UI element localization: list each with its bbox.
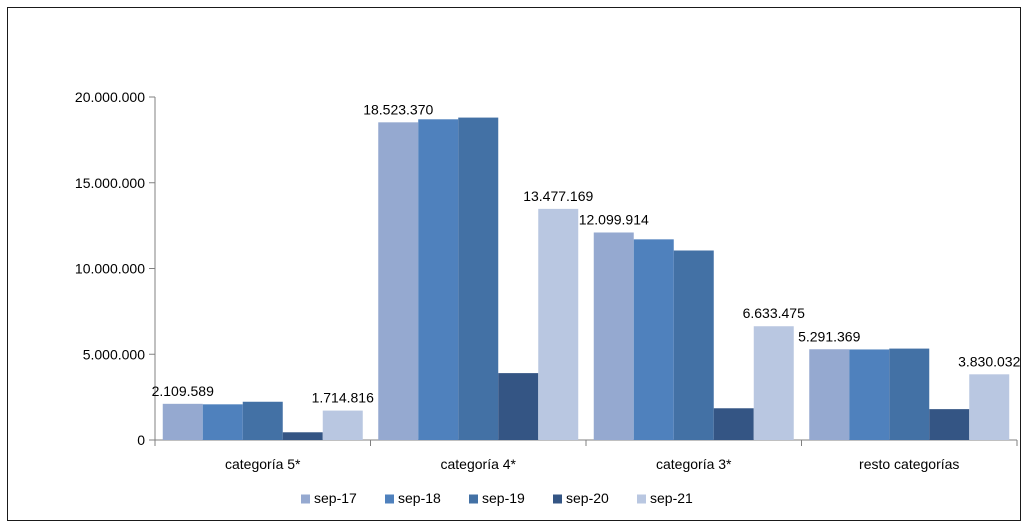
- y-tick-label: 15.000.000: [75, 175, 145, 191]
- bar: [538, 208, 579, 440]
- bar: [202, 404, 243, 440]
- x-tick-label: categoría 4*: [441, 456, 517, 472]
- bar: [889, 348, 930, 440]
- bar: [458, 117, 499, 440]
- data-label: 2.109.589: [152, 383, 214, 399]
- data-label: 1.714.816: [312, 390, 374, 406]
- bar: [753, 326, 794, 440]
- bar: [322, 410, 363, 440]
- bar: [593, 232, 634, 440]
- data-label: 13.477.169: [523, 188, 593, 204]
- bar: [242, 401, 283, 440]
- bar: [498, 373, 539, 440]
- legend-label: sep-20: [566, 490, 609, 506]
- bar: [929, 409, 970, 440]
- x-tick-label: categoría 5*: [225, 456, 301, 472]
- legend-label: sep-21: [650, 490, 693, 506]
- data-label: 12.099.914: [579, 211, 649, 227]
- data-label: 5.291.369: [798, 328, 860, 344]
- legend-swatch: [385, 494, 394, 504]
- legend-label: sep-18: [398, 490, 441, 506]
- legend-swatch: [469, 494, 478, 504]
- legend-label: sep-19: [482, 490, 525, 506]
- y-tick-label: 0: [137, 432, 145, 448]
- bar: [633, 239, 674, 440]
- bar: [162, 403, 203, 440]
- legend-swatch: [637, 494, 646, 504]
- y-tick-label: 5.000.000: [83, 346, 145, 362]
- data-label: 6.633.475: [743, 305, 805, 321]
- y-tick-label: 10.000.000: [75, 261, 145, 277]
- bar: [673, 250, 714, 440]
- bar: [418, 119, 459, 441]
- x-tick-label: categoría 3*: [656, 456, 732, 472]
- bar: [713, 408, 754, 440]
- x-tick-label: resto categorías: [859, 456, 959, 472]
- data-label: 18.523.370: [363, 101, 433, 117]
- bar: [849, 349, 890, 440]
- bar: [969, 374, 1010, 440]
- legend-swatch: [553, 494, 562, 504]
- legend-label: sep-17: [314, 490, 357, 506]
- bar: [378, 122, 419, 440]
- legend-swatch: [301, 494, 310, 504]
- bar: [282, 432, 323, 440]
- y-tick-label: 20.000.000: [75, 89, 145, 105]
- bar: [809, 349, 850, 440]
- data-label: 3.830.032: [958, 353, 1020, 369]
